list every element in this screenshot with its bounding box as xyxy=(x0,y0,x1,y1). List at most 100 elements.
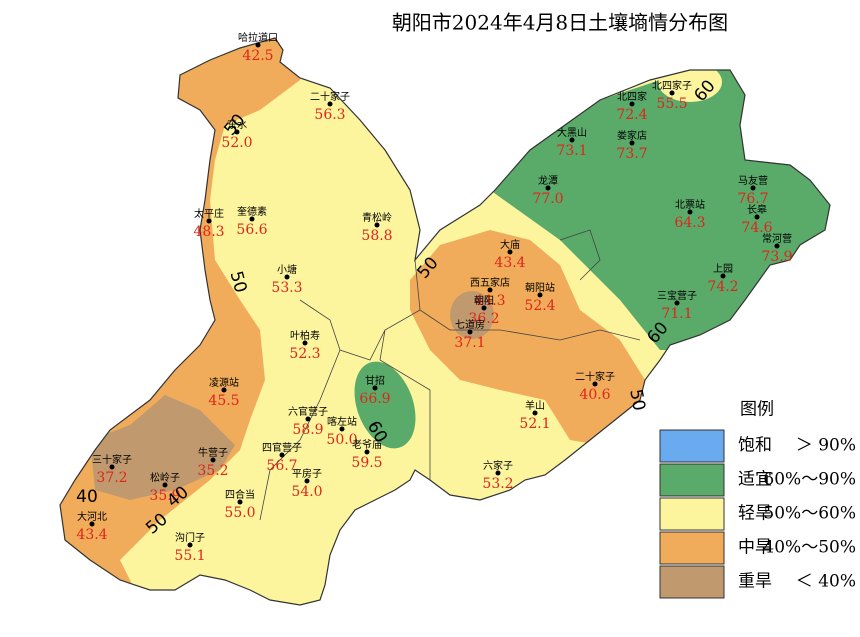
station-name: 太平庄 xyxy=(194,207,224,220)
station-name: 喀左站 xyxy=(327,415,357,428)
legend-swatch xyxy=(659,429,725,463)
station-name: 哈拉道口 xyxy=(238,31,278,44)
station-value: 56.3 xyxy=(314,107,345,123)
station-value: 43.4 xyxy=(76,527,107,543)
station-dot xyxy=(284,274,290,280)
legend-swatch xyxy=(659,463,725,497)
station-name: 羊山 xyxy=(525,399,545,412)
station-name: 大河北 xyxy=(77,510,107,523)
legend-range: 50%～60% xyxy=(763,504,856,524)
zone-severe-drought xyxy=(90,395,235,500)
station-name: 马友营 xyxy=(738,174,768,187)
station-dot xyxy=(89,521,95,527)
station-dot xyxy=(279,452,285,458)
station-name: 牛营子 xyxy=(198,446,228,459)
station-name: 三十家子 xyxy=(92,453,132,466)
station-value: 53.2 xyxy=(482,476,513,492)
station-name: 北四家 xyxy=(617,90,647,103)
station-name: 龙潭 xyxy=(538,174,558,187)
station-dot xyxy=(754,214,760,220)
contour-label: 40 xyxy=(76,487,98,507)
legend-range: 40%～50% xyxy=(763,538,856,558)
station-name: 北票站 xyxy=(675,198,705,211)
station-value: 45.5 xyxy=(208,393,239,409)
station-value: 76.7 xyxy=(737,191,768,207)
station-dot xyxy=(339,426,345,432)
station-dot xyxy=(674,300,680,306)
legend-range: ＞ 90% xyxy=(796,436,856,456)
station-value: 73.9 xyxy=(761,249,792,265)
zone-moderate-drought xyxy=(410,230,645,445)
station-name: 长皋 xyxy=(747,203,767,216)
zone-severe-drought xyxy=(450,291,494,339)
station-value: 72.4 xyxy=(616,107,647,123)
station-dot xyxy=(687,209,693,215)
legend-swatch xyxy=(659,497,725,531)
station-value: 52.4 xyxy=(524,298,555,314)
station-value: 73.7 xyxy=(616,146,647,162)
station-dot xyxy=(495,470,501,476)
station-name: 四官营子 xyxy=(262,441,302,454)
station-value: 50.0 xyxy=(326,432,357,448)
station-name: 常河营 xyxy=(762,232,792,245)
station-name: 四合当 xyxy=(225,488,255,501)
station-name: 叶柏寿 xyxy=(290,329,320,342)
station-value: 44.3 xyxy=(474,293,505,309)
station-dot xyxy=(187,542,193,548)
station-dot xyxy=(327,101,333,107)
station-dot xyxy=(750,185,756,191)
legend-swatch xyxy=(659,565,725,599)
station-name: 娄家店 xyxy=(617,129,647,142)
legend-label: 饱和 xyxy=(738,436,772,456)
station-value: 40.6 xyxy=(579,387,610,403)
station-name: 朝阳 xyxy=(474,295,494,307)
station-value: 43.4 xyxy=(494,255,525,271)
station-name: 甘招 xyxy=(365,374,385,387)
station-value: 42.5 xyxy=(242,48,273,64)
station-name: 大黑山 xyxy=(557,126,587,139)
legend-label: 轻旱 xyxy=(738,504,772,524)
station-dot xyxy=(221,387,227,393)
station-name: 北四家子 xyxy=(652,79,692,92)
station-name: 三宝营子 xyxy=(657,289,697,302)
station-value: 37.2 xyxy=(96,470,127,486)
station-name: 东水 xyxy=(227,118,247,131)
station-dot xyxy=(629,140,635,146)
station-name: 平房子 xyxy=(292,467,322,480)
station-name: 上园 xyxy=(713,263,733,275)
station-value: 36.2 xyxy=(468,311,499,327)
station-dot xyxy=(302,340,308,346)
legend-range: 60%～90% xyxy=(763,470,856,490)
station-value: 73.1 xyxy=(556,143,587,159)
zone-suitable xyxy=(354,361,416,449)
station-dot xyxy=(372,385,378,391)
station-name: 奎德素 xyxy=(237,205,267,218)
station-value: 53.3 xyxy=(271,280,302,296)
station-name: 沟门子 xyxy=(175,531,205,544)
station-value: 71.1 xyxy=(661,306,692,322)
station-name: 松岭子 xyxy=(150,471,180,484)
legend-label: 适宜 xyxy=(738,470,772,490)
station-dot xyxy=(537,292,543,298)
stations: 哈拉道口 42.5 二十家子 56.3 北四家子 55.5 北四家 72.4 大黑山 73.1 娄家… xyxy=(76,31,792,564)
station-value: 77.0 xyxy=(532,191,563,207)
station-dot xyxy=(374,222,380,228)
station-dot xyxy=(162,482,168,488)
station-dot xyxy=(774,243,780,249)
station-value: 59.5 xyxy=(351,455,382,471)
station-name: 二十家子 xyxy=(575,370,615,383)
station-dot xyxy=(507,249,513,255)
station-dot xyxy=(210,457,216,463)
station-value: 48.3 xyxy=(193,224,224,240)
station-value: 56.7 xyxy=(266,458,297,474)
station-dot xyxy=(545,185,551,191)
station-dot xyxy=(481,305,487,311)
station-value: 55.1 xyxy=(174,548,205,564)
station-value: 37.1 xyxy=(454,335,485,351)
station-dot xyxy=(364,449,370,455)
station-dot xyxy=(592,381,598,387)
station-value: 54.0 xyxy=(291,484,322,500)
station-value: 55.5 xyxy=(656,96,687,112)
station-dot xyxy=(467,329,473,335)
